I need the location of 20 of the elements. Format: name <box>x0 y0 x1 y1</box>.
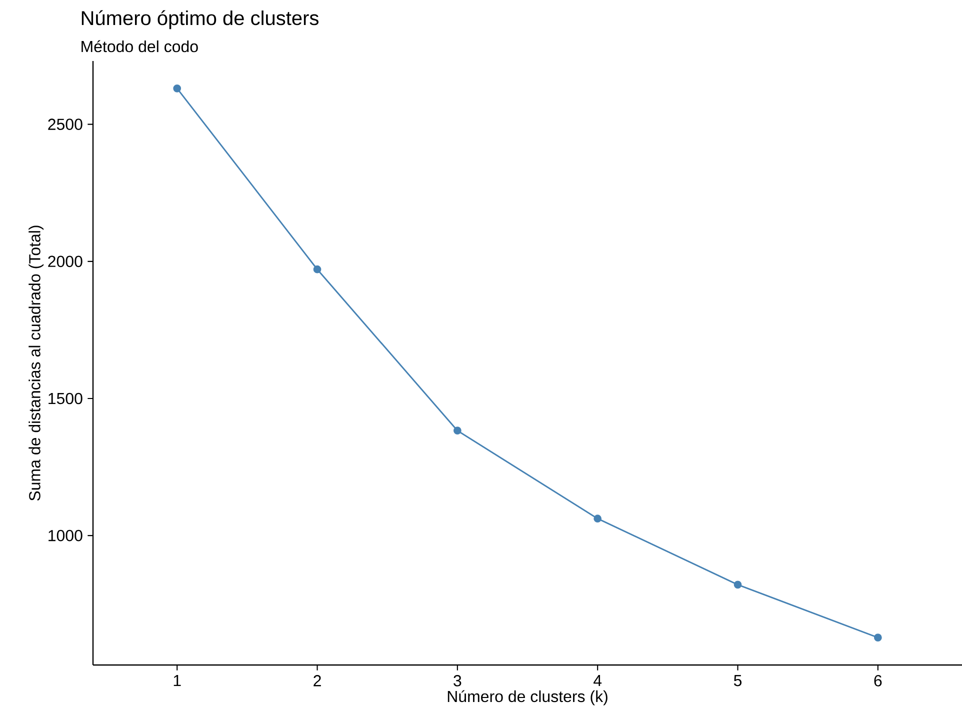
point <box>173 84 182 92</box>
y-tick-label: 2000 <box>48 256 82 268</box>
chart-subtitle: Método del codo <box>82 40 198 52</box>
x-tick-label: 1 <box>174 675 181 686</box>
y-tick-label: 1500 <box>48 392 82 404</box>
point <box>453 426 462 435</box>
point <box>313 265 322 274</box>
x-tick-label: 4 <box>594 675 602 686</box>
x-axis-title: Número de clusters (k) <box>448 690 608 706</box>
y-tick-label: 2500 <box>48 118 82 130</box>
x-tick-label: 3 <box>454 675 462 686</box>
point <box>874 634 882 642</box>
y-axis-title: Suma de distancias al cuadrado (Total) <box>28 226 44 501</box>
point <box>594 514 602 523</box>
x-tick-label: 6 <box>874 675 882 686</box>
chart-title: Número óptimo de clusters <box>82 10 318 30</box>
x-tick-label: 2 <box>314 675 321 686</box>
y-tick-label: 1000 <box>48 530 82 542</box>
point <box>734 580 742 589</box>
x-tick-label: 5 <box>734 675 742 686</box>
